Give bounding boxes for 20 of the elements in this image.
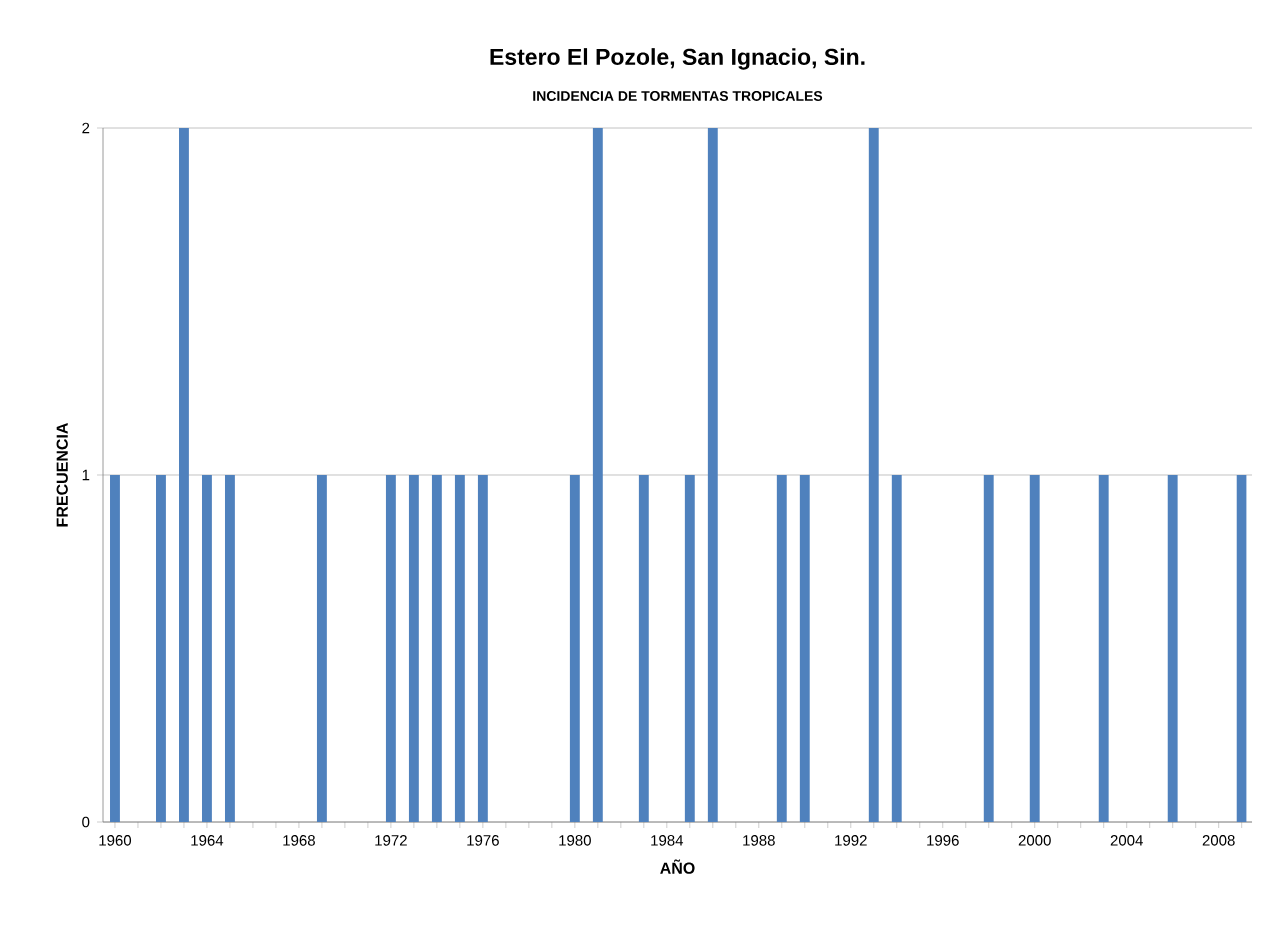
x-tick-label: 2008: [1202, 835, 1235, 846]
y-tick-label: 0: [82, 816, 90, 828]
x-tick-label: 1972: [375, 835, 407, 846]
chart-title: Estero El Pozole, San Ignacio, Sin.: [490, 48, 865, 70]
y-axis-title: FRECUENCIA: [56, 422, 68, 527]
x-tick-label: 1976: [467, 835, 499, 846]
x-tick-label: 1964: [191, 835, 224, 846]
x-tick-label: 1968: [283, 835, 315, 846]
x-tick-label: 1988: [743, 835, 775, 846]
x-tick-label: 1984: [651, 835, 684, 846]
x-tick-label: 1980: [559, 835, 591, 846]
chart-subtitle: INCIDENCIA DE TORMENTAS TROPICALES: [533, 91, 823, 101]
x-tick-label: 2000: [1018, 835, 1051, 846]
x-tick-label: 1992: [835, 835, 867, 846]
x-axis-title: AÑO: [660, 859, 695, 874]
x-tick-label: 2004: [1110, 835, 1143, 846]
x-tick-label: 1996: [927, 835, 959, 846]
x-tick-label: 1960: [99, 835, 132, 846]
y-tick-label: 1: [82, 469, 90, 481]
y-tick-label: 2: [82, 122, 90, 134]
